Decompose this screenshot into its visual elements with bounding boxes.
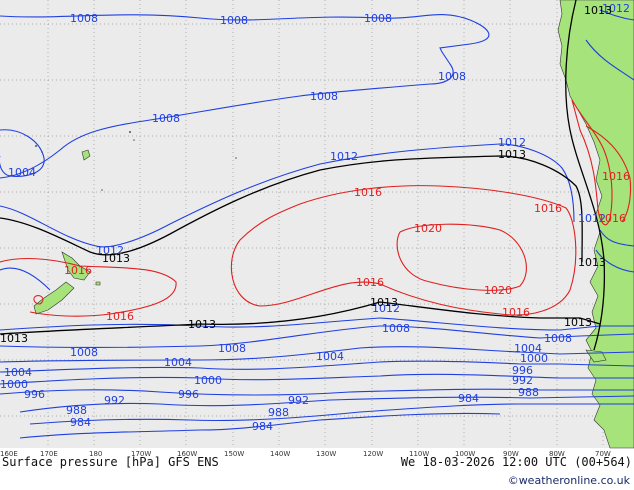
label-1012-b: 1012 xyxy=(498,136,526,149)
isobar-labels: 1008 1008 1008 1008 1008 1008 1004 1012 … xyxy=(0,2,630,433)
label-1012-ne: 1012 xyxy=(602,2,630,15)
label-1016-e: 1016 xyxy=(356,276,384,289)
label-1008-a: 1008 xyxy=(70,12,98,25)
label-1008-c: 1008 xyxy=(364,12,392,25)
tick-160e: 160E xyxy=(0,450,18,458)
label-1016-f: 1016 xyxy=(502,306,530,319)
label-1013-f: 1013 xyxy=(564,316,592,329)
isobars-red xyxy=(0,99,632,317)
label-1004-s2: 1004 xyxy=(164,356,192,369)
new-zealand-south-island xyxy=(33,281,75,315)
label-988-s2: 988 xyxy=(268,406,289,419)
label-988-s3: 988 xyxy=(518,386,539,399)
label-1012-se: 1012 xyxy=(578,212,606,225)
label-1016-c: 1016 xyxy=(64,264,92,277)
graticule xyxy=(0,0,634,448)
credit-link[interactable]: ©weatheronline.co.uk xyxy=(507,474,630,487)
label-1008-s1: 1008 xyxy=(70,346,98,359)
label-1008-b: 1008 xyxy=(220,14,248,27)
label-1012-c: 1012 xyxy=(96,244,124,257)
isobars-blue xyxy=(0,9,634,439)
label-1008-s4: 1008 xyxy=(544,332,572,345)
label-1004-s1: 1004 xyxy=(4,366,32,379)
label-1020-b: 1020 xyxy=(484,284,512,297)
new-zealand-north-island xyxy=(61,251,91,281)
valid-time: We 18-03-2026 12:00 UTC (00+564) xyxy=(400,455,632,469)
label-1004-a: 1004 xyxy=(8,166,36,179)
label-1016-a: 1016 xyxy=(354,186,382,199)
label-1004-s4: 1004 xyxy=(514,342,542,355)
label-1016-e2: 1016 xyxy=(602,170,630,183)
label-1012-d: 1012 xyxy=(372,302,400,315)
label-996-s3: 996 xyxy=(512,364,533,377)
label-1008-e: 1008 xyxy=(310,90,338,103)
ocean-background xyxy=(0,0,634,448)
isobars-black xyxy=(0,0,606,351)
small-islands xyxy=(35,131,237,191)
land xyxy=(33,0,634,449)
tick-160w: 160W xyxy=(177,450,197,458)
label-1013-b: 1013 xyxy=(102,252,130,265)
label-996-s2: 996 xyxy=(178,388,199,401)
longitude-ticks: 160E 170E 180 170W 160W 150W 140W 130W 1… xyxy=(0,450,611,458)
label-1020-a: 1020 xyxy=(414,222,442,235)
label-984-s3: 984 xyxy=(458,392,479,405)
tick-80w: 80W xyxy=(549,450,565,458)
label-1008-f: 1008 xyxy=(152,112,180,125)
island-fiji xyxy=(81,149,91,161)
label-1008-s3: 1008 xyxy=(382,322,410,335)
label-988-s1: 988 xyxy=(66,404,87,417)
tick-120w: 120W xyxy=(363,450,383,458)
label-996-s1: 996 xyxy=(24,388,45,401)
tick-70w: 70W xyxy=(595,450,611,458)
tick-100w: 100W xyxy=(455,450,475,458)
label-984-s1: 984 xyxy=(70,416,91,429)
label-1013-ne: 1013 xyxy=(584,4,612,17)
label-1016-b: 1016 xyxy=(534,202,562,215)
label-1008-s2: 1008 xyxy=(218,342,246,355)
label-1004-s3: 1004 xyxy=(316,350,344,363)
map-title: Surface pressure [hPa] GFS ENS xyxy=(2,455,219,469)
label-1013-g: 1013 xyxy=(578,256,606,269)
label-992-s3: 992 xyxy=(512,374,533,387)
label-1000-s3: 1000 xyxy=(520,352,548,365)
label-1013-c: 1013 xyxy=(370,296,398,309)
tick-150w: 150W xyxy=(224,450,244,458)
label-1012-a: 1012 xyxy=(330,150,358,163)
tick-180: 180 xyxy=(89,450,102,458)
tick-90w: 90W xyxy=(503,450,519,458)
tick-170w: 170W xyxy=(131,450,151,458)
label-992-s1: 992 xyxy=(104,394,125,407)
tick-170e: 170E xyxy=(40,450,58,458)
island-chatham xyxy=(95,281,101,286)
tick-140w: 140W xyxy=(270,450,290,458)
label-1016-d: 1016 xyxy=(106,310,134,323)
label-1016-g: 1016 xyxy=(598,212,626,225)
label-984-s2: 984 xyxy=(252,420,273,433)
label-1008-d: 1008 xyxy=(438,70,466,83)
south-america-landmass xyxy=(557,0,634,449)
label-1013-d: 1013 xyxy=(188,318,216,331)
tick-130w: 130W xyxy=(316,450,336,458)
label-1000-s2: 1000 xyxy=(194,374,222,387)
label-1013-a: 1013 xyxy=(498,148,526,161)
label-1000-s1: 1000 xyxy=(0,378,28,391)
label-1013-e: 1013 xyxy=(0,332,28,345)
tick-110w: 110W xyxy=(409,450,429,458)
label-992-s2: 992 xyxy=(288,394,309,407)
